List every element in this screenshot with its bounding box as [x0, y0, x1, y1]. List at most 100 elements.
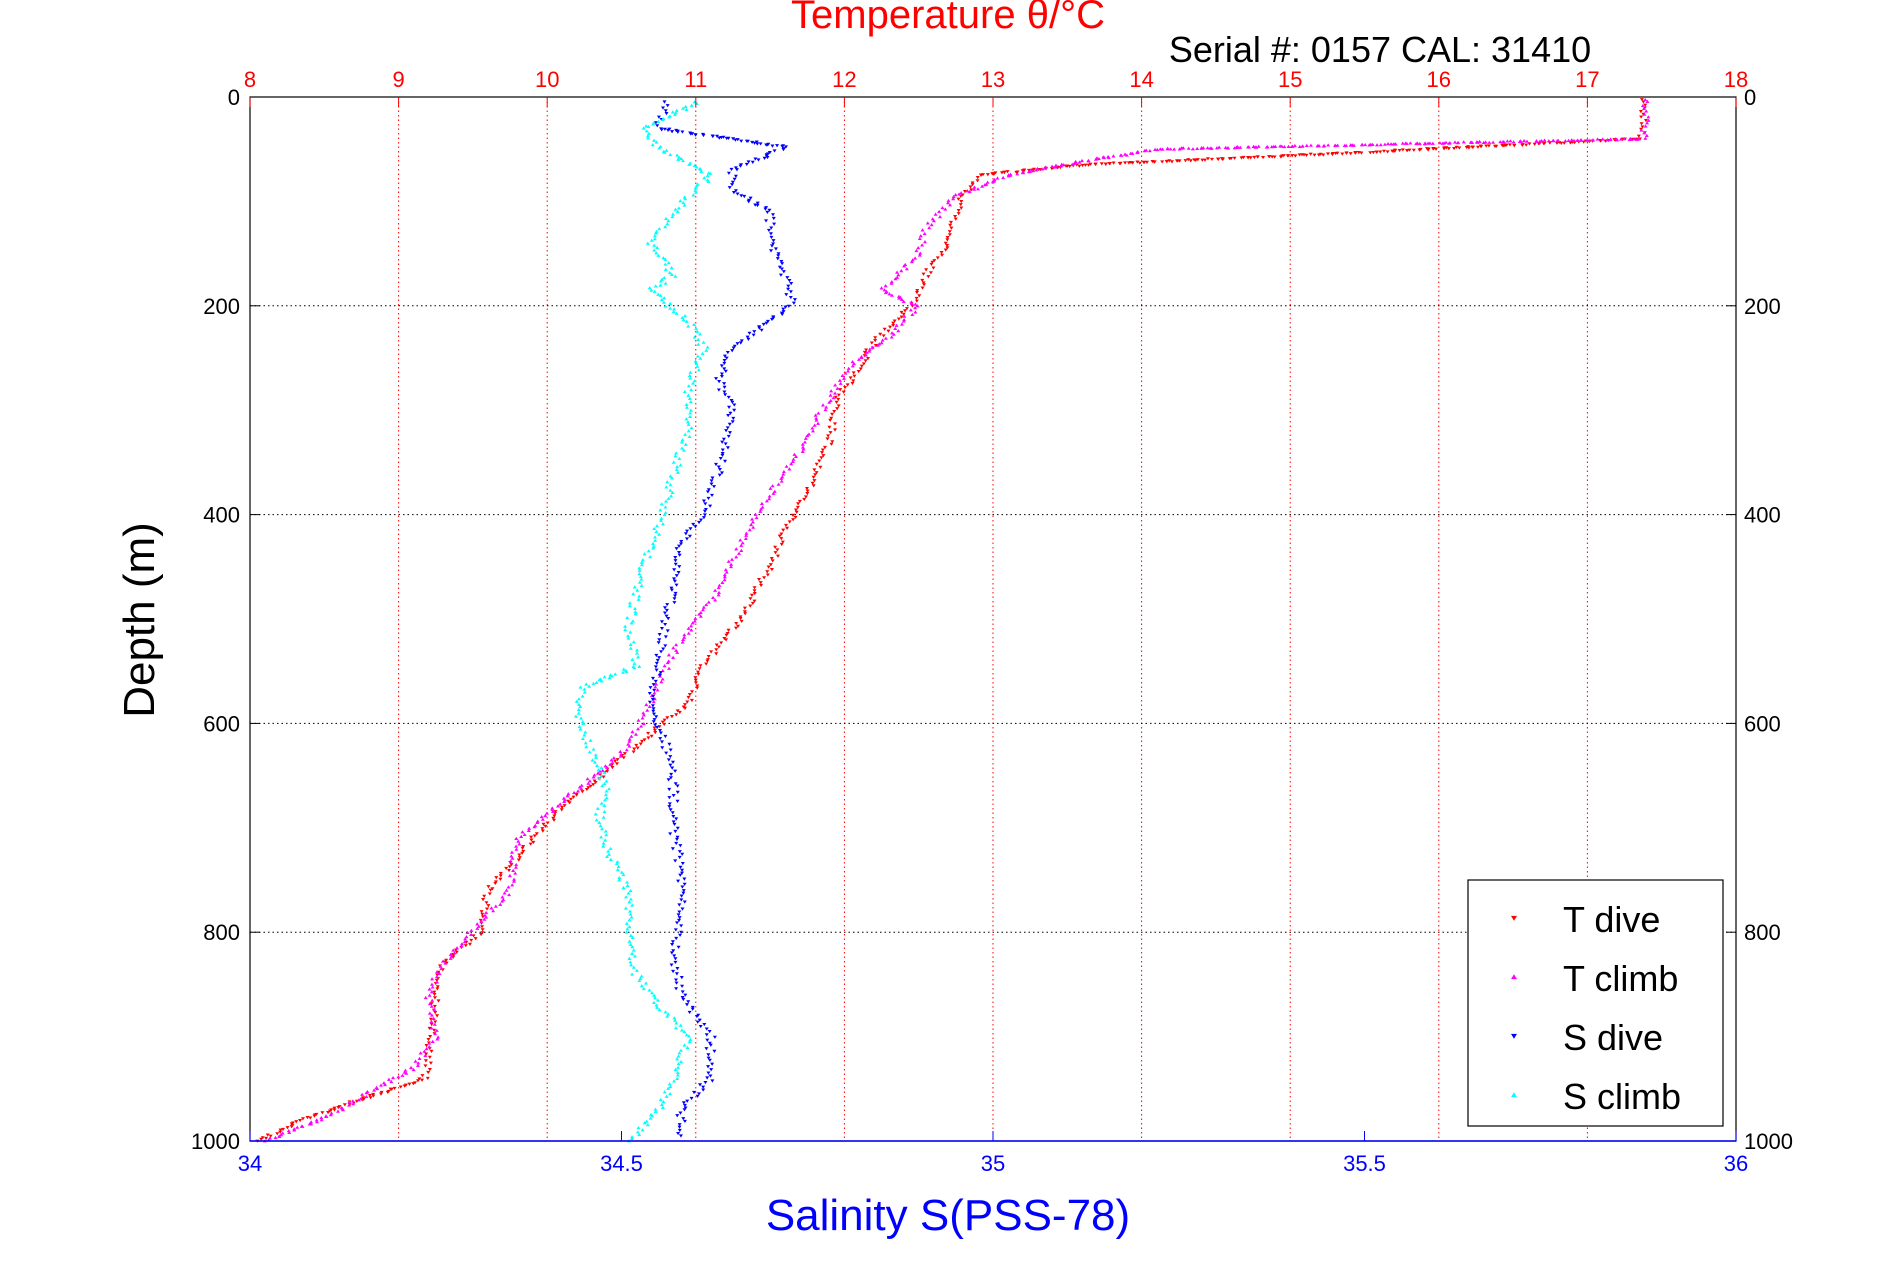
data-point [480, 928, 485, 932]
data-point [1174, 159, 1179, 163]
data-point [692, 1090, 697, 1095]
data-point [735, 138, 740, 142]
data-point [943, 248, 948, 252]
data-point [1368, 151, 1373, 155]
data-point [295, 1125, 300, 1129]
data-point [665, 629, 670, 633]
data-point [814, 416, 819, 420]
data-point [674, 972, 679, 976]
data-point [1118, 153, 1123, 157]
data-point [1278, 155, 1283, 159]
data-point [660, 677, 665, 681]
data-point [654, 653, 659, 658]
data-point [305, 1115, 310, 1120]
data-point [624, 930, 629, 934]
data-point [1643, 124, 1648, 128]
data-point [908, 308, 913, 312]
data-point [649, 238, 654, 242]
data-point [896, 329, 901, 333]
data-point [713, 588, 718, 592]
data-point [689, 408, 694, 412]
data-point [593, 755, 598, 759]
data-point [469, 928, 474, 932]
data-point [1403, 141, 1408, 145]
data-point [979, 173, 984, 177]
data-point [659, 502, 664, 506]
data-point [1491, 140, 1496, 144]
data-point [975, 179, 980, 183]
data-point [883, 290, 888, 295]
data-point [347, 1103, 352, 1107]
data-point [750, 140, 755, 145]
data-point [469, 932, 474, 936]
data-point [1477, 139, 1482, 143]
depth-tick-label: 0 [228, 85, 240, 110]
data-point [1256, 144, 1261, 148]
data-point [1411, 148, 1416, 152]
data-point [641, 126, 646, 130]
data-point [603, 829, 608, 833]
data-point [693, 190, 698, 194]
data-point [659, 620, 664, 624]
data-point [949, 226, 954, 230]
data-point [681, 997, 686, 1002]
data-point [672, 568, 677, 572]
data-point [788, 290, 793, 294]
data-point [756, 578, 761, 582]
data-point [769, 235, 774, 240]
data-point [568, 797, 573, 801]
data-point [745, 335, 750, 339]
data-point [336, 1109, 341, 1113]
data-point [1297, 144, 1302, 149]
data-point [1053, 165, 1058, 169]
temperature-tick-label: 12 [832, 67, 856, 92]
data-point [439, 966, 444, 971]
data-point [556, 804, 561, 808]
data-point [1507, 143, 1512, 147]
data-point [506, 885, 511, 889]
data-point [697, 1018, 702, 1022]
data-point [909, 301, 914, 305]
data-point [449, 954, 454, 958]
data-point [784, 293, 789, 297]
data-point [273, 1135, 278, 1140]
data-point [642, 738, 647, 742]
data-point [428, 1061, 433, 1065]
data-point [683, 196, 688, 201]
data-point [773, 247, 778, 251]
data-point [657, 638, 662, 642]
data-point [624, 921, 629, 925]
data-point [432, 1004, 437, 1009]
data-point [633, 610, 638, 614]
depth-tick-label-right: 600 [1744, 711, 1781, 736]
data-point [680, 852, 685, 856]
data-point [1454, 145, 1459, 149]
data-point [769, 317, 774, 322]
data-point [861, 362, 866, 366]
data-point [545, 821, 550, 825]
data-point [662, 296, 667, 300]
data-point [427, 987, 432, 991]
data-point [672, 1016, 677, 1020]
data-point [638, 574, 643, 579]
data-point [615, 867, 620, 872]
data-point [1253, 145, 1258, 149]
data-point [695, 364, 700, 368]
data-point [661, 256, 666, 260]
data-point [658, 673, 663, 678]
data-point [552, 818, 557, 822]
data-point [772, 149, 777, 153]
data-point [681, 448, 686, 452]
data-point [672, 577, 677, 581]
data-point [360, 1092, 365, 1096]
data-point [651, 1000, 656, 1005]
data-point [696, 342, 701, 346]
data-point [286, 1128, 291, 1133]
data-point [1487, 140, 1492, 144]
data-point [576, 711, 581, 715]
data-point [479, 919, 484, 923]
data-point [551, 816, 556, 820]
data-point [635, 588, 640, 592]
data-point [494, 876, 499, 880]
data-point [627, 601, 632, 605]
